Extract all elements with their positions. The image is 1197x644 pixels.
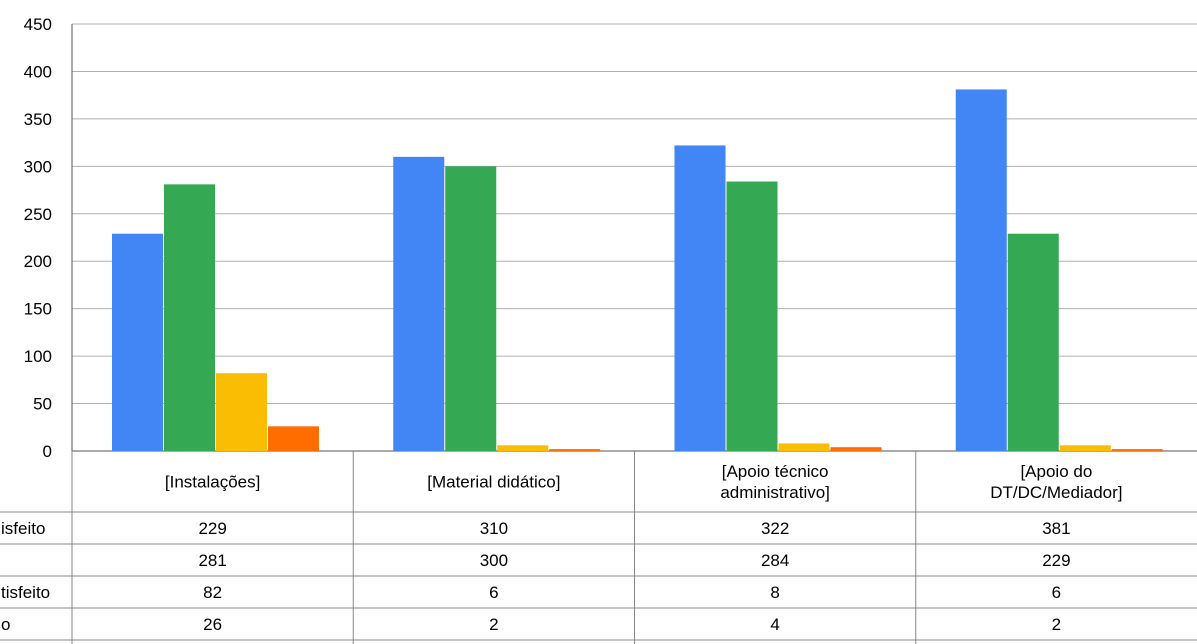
bar-series1-cat2: [726, 181, 778, 451]
y-tick-label: 400: [24, 62, 52, 81]
y-tick-label: 50: [33, 395, 52, 414]
bar-series1-cat3: [1007, 233, 1059, 451]
data-label: 26: [203, 615, 222, 634]
y-tick-label: 350: [24, 110, 52, 129]
y-tick-label: 0: [43, 442, 52, 461]
bar-series0-cat1: [393, 156, 445, 451]
data-table: [Instalações] [Material didático] [Apoio t…: [0, 451, 1197, 644]
y-tick-label: 150: [24, 300, 52, 319]
data-label: 300: [480, 551, 508, 570]
data-label: 2: [1052, 615, 1061, 634]
data-label: 284: [761, 551, 789, 570]
bar-series0-cat3: [955, 89, 1007, 452]
data-label: 82: [203, 583, 222, 602]
category-label: [Apoio do: [1020, 462, 1092, 481]
data-label: 229: [198, 519, 226, 538]
y-tick-label: 200: [24, 252, 52, 271]
data-label: 8: [770, 583, 779, 602]
data-label: 6: [1052, 583, 1061, 602]
data-label: 310: [480, 519, 508, 538]
bar-series2-cat1: [497, 445, 549, 451]
category-label: administrativo]: [720, 483, 830, 502]
data-label: 381: [1042, 519, 1070, 538]
bar-series2-cat0: [216, 373, 267, 451]
series-name: isfeito: [1, 519, 45, 538]
bar-series0-cat2: [674, 145, 726, 452]
series-name: o: [1, 615, 10, 634]
data-label: 4: [770, 615, 779, 634]
bar-series3-cat3: [1111, 449, 1163, 451]
data-label: 2: [489, 615, 498, 634]
bar-series1-cat1: [445, 166, 497, 452]
y-tick-label: 100: [24, 347, 52, 366]
y-tick-label: 450: [24, 15, 52, 34]
bar-series0-cat0: [112, 233, 163, 451]
bars: [112, 89, 1163, 452]
data-label: 229: [1042, 551, 1070, 570]
category-label: [Apoio técnico: [722, 462, 829, 481]
bar-series2-cat3: [1059, 445, 1111, 451]
y-tick-label: 300: [24, 157, 52, 176]
bar-series1-cat0: [164, 184, 215, 451]
y-axis-ticks: 0 50 100 150 200 250 300 350 400 450: [24, 15, 52, 461]
series-name: tisfeito: [1, 583, 50, 602]
bar-series3-cat0: [268, 426, 319, 451]
data-label: 281: [198, 551, 226, 570]
category-label: [Instalações]: [165, 473, 260, 492]
data-label: 322: [761, 519, 789, 538]
bar-series3-cat2: [830, 447, 882, 451]
y-tick-label: 250: [24, 205, 52, 224]
category-label: [Material didático]: [427, 473, 560, 492]
data-label: 6: [489, 583, 498, 602]
category-label: DT/DC/Mediador]: [990, 483, 1122, 502]
bar-series3-cat1: [549, 449, 601, 451]
bar-series2-cat2: [778, 443, 830, 451]
